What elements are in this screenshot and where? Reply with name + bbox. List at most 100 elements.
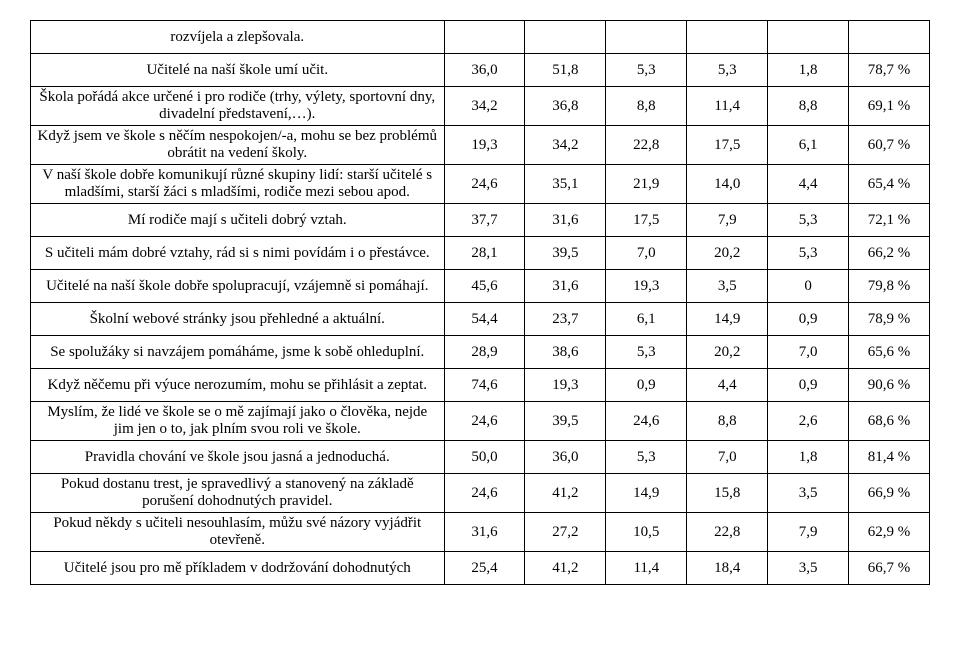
cell-v4: 18,4 xyxy=(687,552,768,585)
cell-v5: 3,5 xyxy=(768,474,849,513)
table-row: Pravidla chování ve škole jsou jasná a j… xyxy=(31,441,930,474)
cell-v2: 51,8 xyxy=(525,54,606,87)
cell-v3: 24,6 xyxy=(606,402,687,441)
cell-v2 xyxy=(525,21,606,54)
row-label: Učitelé na naší škole dobře spolupracují… xyxy=(31,270,445,303)
cell-v4: 7,9 xyxy=(687,204,768,237)
cell-v4: 20,2 xyxy=(687,336,768,369)
row-label: Škola pořádá akce určené i pro rodiče (t… xyxy=(31,87,445,126)
cell-v4: 17,5 xyxy=(687,126,768,165)
cell-v3: 8,8 xyxy=(606,87,687,126)
row-label: Učitelé jsou pro mě příkladem v dodržová… xyxy=(31,552,445,585)
cell-v3: 0,9 xyxy=(606,369,687,402)
cell-v4: 20,2 xyxy=(687,237,768,270)
cell-v3: 22,8 xyxy=(606,126,687,165)
cell-v4: 11,4 xyxy=(687,87,768,126)
cell-v5: 0,9 xyxy=(768,303,849,336)
table-row: Pokud někdy s učiteli nesouhlasím, můžu … xyxy=(31,513,930,552)
cell-v6: 66,9 % xyxy=(849,474,930,513)
cell-v6: 69,1 % xyxy=(849,87,930,126)
cell-v4 xyxy=(687,21,768,54)
cell-v1: 54,4 xyxy=(444,303,525,336)
row-label: V naší škole dobře komunikují různé skup… xyxy=(31,165,445,204)
cell-v5: 0,9 xyxy=(768,369,849,402)
table-row: Učitelé na naší škole dobře spolupracují… xyxy=(31,270,930,303)
cell-v1: 50,0 xyxy=(444,441,525,474)
cell-v6: 90,6 % xyxy=(849,369,930,402)
cell-v3: 19,3 xyxy=(606,270,687,303)
cell-v5: 6,1 xyxy=(768,126,849,165)
cell-v2: 31,6 xyxy=(525,204,606,237)
cell-v1: 24,6 xyxy=(444,474,525,513)
cell-v3: 5,3 xyxy=(606,54,687,87)
cell-v1: 34,2 xyxy=(444,87,525,126)
cell-v2: 34,2 xyxy=(525,126,606,165)
cell-v2: 19,3 xyxy=(525,369,606,402)
row-label: Mí rodiče mají s učiteli dobrý vztah. xyxy=(31,204,445,237)
row-label: Pokud někdy s učiteli nesouhlasím, můžu … xyxy=(31,513,445,552)
cell-v1: 31,6 xyxy=(444,513,525,552)
cell-v4: 5,3 xyxy=(687,54,768,87)
cell-v4: 14,9 xyxy=(687,303,768,336)
table-row: Učitelé na naší škole umí učit.36,051,85… xyxy=(31,54,930,87)
cell-v1: 24,6 xyxy=(444,402,525,441)
cell-v5: 3,5 xyxy=(768,552,849,585)
cell-v6: 62,9 % xyxy=(849,513,930,552)
cell-v2: 36,8 xyxy=(525,87,606,126)
row-label: Když něčemu při výuce nerozumím, mohu se… xyxy=(31,369,445,402)
cell-v3: 14,9 xyxy=(606,474,687,513)
cell-v3: 6,1 xyxy=(606,303,687,336)
cell-v6: 65,4 % xyxy=(849,165,930,204)
cell-v6: 65,6 % xyxy=(849,336,930,369)
cell-v3: 21,9 xyxy=(606,165,687,204)
cell-v3: 5,3 xyxy=(606,441,687,474)
row-label: S učiteli mám dobré vztahy, rád si s nim… xyxy=(31,237,445,270)
cell-v5: 0 xyxy=(768,270,849,303)
cell-v6: 68,6 % xyxy=(849,402,930,441)
cell-v4: 4,4 xyxy=(687,369,768,402)
row-label: Školní webové stránky jsou přehledné a a… xyxy=(31,303,445,336)
cell-v4: 15,8 xyxy=(687,474,768,513)
table-row: V naší škole dobře komunikují různé skup… xyxy=(31,165,930,204)
table-row: rozvíjela a zlepšovala. xyxy=(31,21,930,54)
cell-v2: 39,5 xyxy=(525,237,606,270)
cell-v5 xyxy=(768,21,849,54)
cell-v6: 78,7 % xyxy=(849,54,930,87)
survey-table: rozvíjela a zlepšovala.Učitelé na naší š… xyxy=(30,20,930,585)
cell-v2: 41,2 xyxy=(525,474,606,513)
cell-v2: 27,2 xyxy=(525,513,606,552)
row-label: Pravidla chování ve škole jsou jasná a j… xyxy=(31,441,445,474)
cell-v6: 66,7 % xyxy=(849,552,930,585)
cell-v6: 66,2 % xyxy=(849,237,930,270)
cell-v3: 10,5 xyxy=(606,513,687,552)
table-row: Učitelé jsou pro mě příkladem v dodržová… xyxy=(31,552,930,585)
cell-v1: 28,1 xyxy=(444,237,525,270)
row-label: rozvíjela a zlepšovala. xyxy=(31,21,445,54)
table-row: Mí rodiče mají s učiteli dobrý vztah.37,… xyxy=(31,204,930,237)
cell-v1: 37,7 xyxy=(444,204,525,237)
cell-v1 xyxy=(444,21,525,54)
row-label: Když jsem ve škole s něčím nespokojen/-a… xyxy=(31,126,445,165)
cell-v4: 14,0 xyxy=(687,165,768,204)
table-row: Školní webové stránky jsou přehledné a a… xyxy=(31,303,930,336)
row-label: Pokud dostanu trest, je spravedlivý a st… xyxy=(31,474,445,513)
row-label: Se spolužáky si navzájem pomáháme, jsme … xyxy=(31,336,445,369)
table-row: Se spolužáky si navzájem pomáháme, jsme … xyxy=(31,336,930,369)
cell-v3: 17,5 xyxy=(606,204,687,237)
cell-v2: 36,0 xyxy=(525,441,606,474)
cell-v1: 74,6 xyxy=(444,369,525,402)
cell-v3: 7,0 xyxy=(606,237,687,270)
cell-v4: 22,8 xyxy=(687,513,768,552)
table-row: Pokud dostanu trest, je spravedlivý a st… xyxy=(31,474,930,513)
cell-v1: 19,3 xyxy=(444,126,525,165)
cell-v5: 1,8 xyxy=(768,441,849,474)
cell-v5: 2,6 xyxy=(768,402,849,441)
cell-v3: 5,3 xyxy=(606,336,687,369)
cell-v5: 5,3 xyxy=(768,237,849,270)
table-row: Škola pořádá akce určené i pro rodiče (t… xyxy=(31,87,930,126)
row-label: Myslím, že lidé ve škole se o mě zajímaj… xyxy=(31,402,445,441)
table-row: Myslím, že lidé ve škole se o mě zajímaj… xyxy=(31,402,930,441)
cell-v2: 23,7 xyxy=(525,303,606,336)
cell-v2: 35,1 xyxy=(525,165,606,204)
table-row: Když něčemu při výuce nerozumím, mohu se… xyxy=(31,369,930,402)
